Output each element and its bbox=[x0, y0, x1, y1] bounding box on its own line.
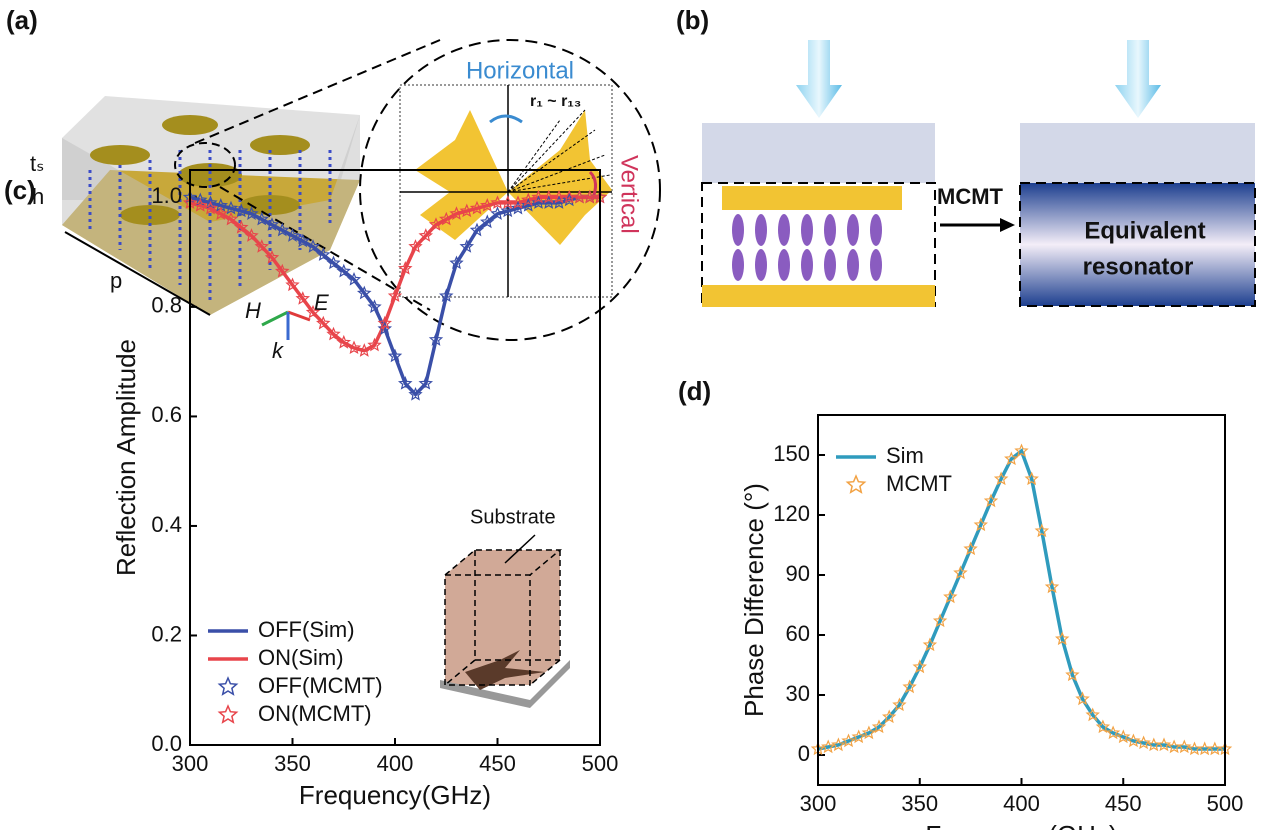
equivalent-resonator bbox=[1020, 183, 1255, 306]
panel-label: (d) bbox=[678, 376, 711, 406]
x-tick-label: 450 bbox=[1105, 791, 1142, 816]
y-tick-label: 0.2 bbox=[151, 621, 182, 646]
substrate-layer bbox=[1020, 123, 1255, 183]
label-radii: r₁ ~ r₁₃ bbox=[530, 93, 581, 110]
label-p: p bbox=[110, 268, 122, 293]
incident-arrow bbox=[796, 40, 842, 118]
incident-arrow bbox=[1115, 40, 1161, 118]
label-ts: tₛ bbox=[30, 151, 44, 176]
x-tick-label: 450 bbox=[479, 751, 516, 776]
lc-molecules bbox=[732, 214, 882, 281]
label-vertical: Vertical bbox=[616, 155, 643, 234]
x-axis-label: Frequency(GHz) bbox=[299, 780, 491, 810]
x-tick-label: 400 bbox=[1003, 791, 1040, 816]
y-tick-label: 60 bbox=[786, 621, 810, 646]
y-tick-label: 0.6 bbox=[151, 402, 182, 427]
figure: (a) Horizontal Vertical r₁ ~ r₁₃ tₛ h p bbox=[0, 0, 1262, 830]
y-tick-label: 0.4 bbox=[151, 512, 182, 537]
label-E: E bbox=[314, 290, 329, 315]
panel-label: (c) bbox=[4, 175, 36, 205]
x-tick-label: 300 bbox=[172, 751, 209, 776]
x-axis-label: Frequency(GHz) bbox=[925, 820, 1117, 830]
x-tick-label: 500 bbox=[582, 751, 619, 776]
mcmt-arrowhead bbox=[1000, 218, 1015, 232]
panel-label: (a) bbox=[6, 5, 38, 35]
legend-label: OFF(MCMT) bbox=[258, 673, 383, 698]
legend-label: ON(MCMT) bbox=[258, 701, 372, 726]
label-equivalent: Equivalent bbox=[1084, 217, 1205, 244]
axis-E bbox=[288, 312, 310, 320]
x-tick-label: 350 bbox=[274, 751, 311, 776]
ground bbox=[702, 285, 935, 307]
inset: Substrate bbox=[440, 506, 570, 708]
panel-a: (a) Horizontal Vertical r₁ ~ r₁₃ tₛ h p bbox=[6, 5, 660, 363]
y-axis-label: Reflection Amplitude bbox=[111, 339, 141, 576]
label-resonator: resonator bbox=[1083, 253, 1194, 280]
series-line bbox=[818, 451, 1225, 749]
y-tick-label: 30 bbox=[786, 681, 810, 706]
label-mcmt: MCMT bbox=[937, 184, 1004, 209]
y-tick-label: 120 bbox=[773, 501, 810, 526]
y-tick-label: 150 bbox=[773, 441, 810, 466]
legend-label: Sim bbox=[886, 443, 924, 468]
label-H: H bbox=[245, 298, 261, 323]
x-tick-label: 300 bbox=[800, 791, 837, 816]
y-tick-label: 0 bbox=[798, 741, 810, 766]
legend-label: MCMT bbox=[886, 471, 952, 496]
substrate-layer bbox=[702, 123, 935, 183]
top-patch bbox=[722, 186, 902, 210]
x-tick-label: 350 bbox=[901, 791, 938, 816]
y-axis-label: Phase Difference (°) bbox=[739, 483, 769, 717]
inset-label: Substrate bbox=[470, 506, 556, 528]
legend-label: OFF(Sim) bbox=[258, 617, 355, 642]
legend-label: ON(Sim) bbox=[258, 645, 344, 670]
x-tick-label: 400 bbox=[377, 751, 414, 776]
legend-star bbox=[219, 678, 236, 694]
x-tick-label: 500 bbox=[1207, 791, 1244, 816]
label-k: k bbox=[272, 338, 284, 363]
y-tick-label: 90 bbox=[786, 561, 810, 586]
legend-star bbox=[219, 706, 236, 722]
panel-label: (b) bbox=[676, 5, 709, 35]
axis-H bbox=[262, 312, 288, 325]
y-tick-label: 1.0 bbox=[151, 183, 182, 208]
y-tick-label: 0.8 bbox=[151, 293, 182, 318]
panel-b: (b) MCMT Equivalent resonator bbox=[676, 5, 1255, 307]
legend-star bbox=[847, 476, 864, 492]
label-horizontal: Horizontal bbox=[466, 57, 574, 84]
